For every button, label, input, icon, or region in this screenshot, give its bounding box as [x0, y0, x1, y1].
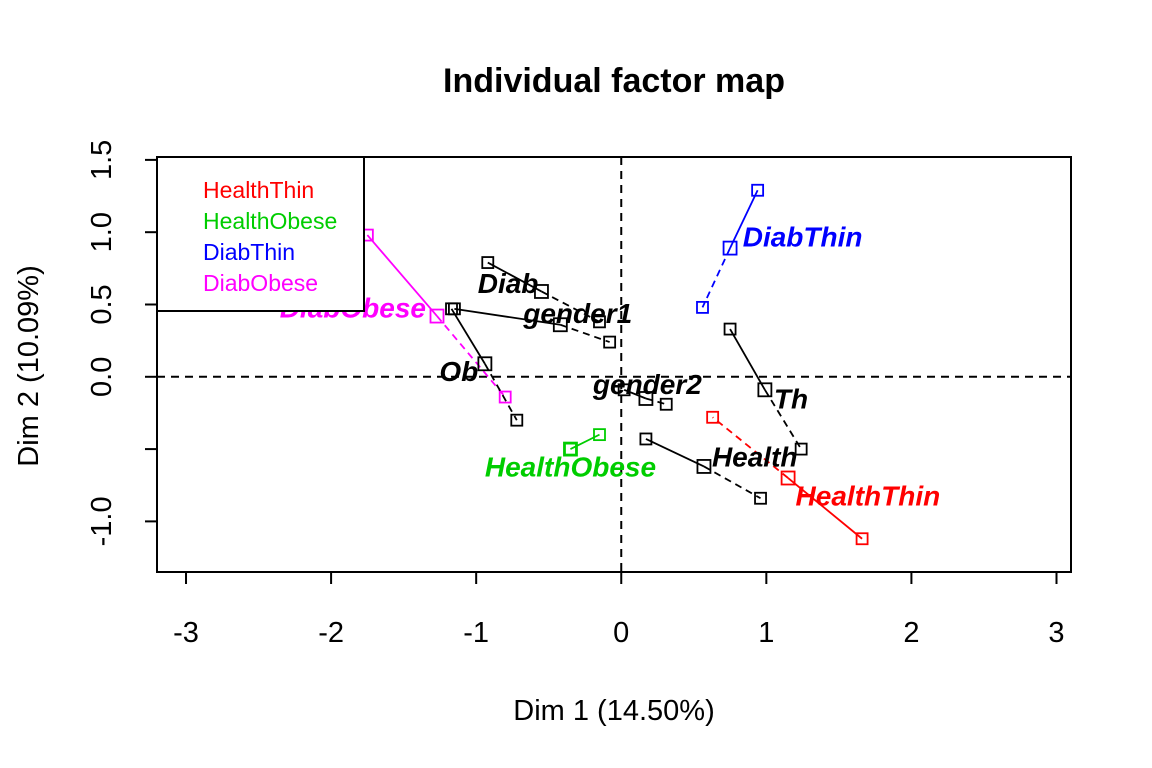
partial-point-marker: [639, 432, 653, 446]
legend: HealthThin HealthObese DiabThin DiabObese: [156, 156, 365, 312]
category-point-marker: [477, 356, 493, 372]
partial-link-line: [487, 261, 542, 293]
partial-point-marker: [794, 442, 808, 456]
partial-point-marker: [617, 383, 631, 397]
y-tick-label: -1.0: [86, 496, 118, 546]
partial-link-line: [560, 323, 610, 343]
category-point-label: Health: [712, 441, 798, 472]
x-tick-label: -1: [463, 617, 489, 649]
x-tick-label: 0: [613, 617, 629, 649]
partial-link-line: [541, 290, 600, 323]
partial-link-line: [645, 397, 667, 406]
partial-link-line: [787, 477, 863, 540]
partial-link-line: [729, 328, 766, 391]
partial-point-marker: [706, 410, 720, 424]
plot-area: -3 -2 -1 0 1 2 3-1.00.00.51.01.5HealthThinHeal…: [86, 140, 1072, 649]
partial-link-line: [436, 315, 506, 398]
category-point-marker: [757, 382, 773, 398]
category-point-label: DiabThin: [743, 222, 863, 253]
x-axis-label: Dim 1 (14.50%): [513, 695, 714, 727]
legend-entry-label: DiabThin: [203, 239, 295, 265]
category-point-marker: [429, 308, 445, 324]
partial-point-marker: [510, 413, 524, 427]
y-axis-label: Dim 2 (10.09%): [13, 265, 45, 466]
category-point-marker: [638, 391, 654, 406]
category-point-marker: [534, 284, 549, 299]
x-tick-label: -3: [173, 617, 199, 649]
partial-point-marker: [754, 491, 767, 505]
partial-point-marker: [481, 256, 495, 269]
partial-point-marker: [593, 315, 606, 329]
category-point-marker: [722, 240, 738, 256]
category-point-label: Ob: [439, 356, 478, 387]
y-tick-label: 0.5: [86, 284, 118, 324]
y-tick-label: 1.5: [86, 140, 118, 180]
x-tick-label: 1: [758, 617, 774, 649]
partial-point-marker: [445, 302, 458, 316]
legend-entry-label: HealthThin: [203, 177, 314, 203]
partial-link-line: [645, 438, 705, 468]
partial-link-line: [701, 247, 731, 308]
x-tick-label: 3: [1048, 617, 1064, 649]
category-point-label: Diab: [478, 268, 539, 299]
partial-link-line: [703, 465, 761, 500]
legend-box: [156, 156, 365, 312]
chart-title: Individual factor map: [443, 62, 785, 100]
partial-point-marker: [564, 442, 577, 456]
partial-point-marker: [751, 183, 765, 197]
partial-link-line: [366, 234, 438, 317]
partial-link-line: [729, 189, 759, 249]
partial-link-line: [454, 307, 561, 326]
partial-link-line: [712, 416, 789, 479]
x-tick-label: 2: [903, 617, 919, 649]
partial-link-line: [484, 363, 518, 421]
category-point-label: gender2: [592, 369, 702, 400]
category-point-label: gender1: [522, 298, 632, 329]
category-point-marker: [563, 441, 578, 457]
y-tick-label: 0.0: [86, 357, 118, 397]
category-point-marker: [696, 459, 712, 474]
plot-frame: [156, 156, 1072, 573]
partial-point-marker: [593, 428, 606, 442]
category-point-label: HealthThin: [796, 480, 941, 511]
partial-point-marker: [855, 532, 869, 546]
partial-link-line: [623, 388, 647, 400]
partial-point-marker: [603, 335, 617, 349]
x-tick-label: -2: [318, 617, 344, 649]
category-point-label: HealthObese: [485, 451, 656, 482]
legend-entry-label: DiabObese: [203, 270, 318, 296]
partial-link-line: [450, 308, 486, 365]
category-point-marker: [780, 470, 796, 486]
category-point-label: Th: [774, 383, 808, 414]
category-point-marker: [552, 317, 568, 333]
partial-point-marker: [723, 322, 737, 336]
partial-point-marker: [498, 390, 512, 404]
partial-point-marker: [659, 397, 673, 411]
partial-point-marker: [696, 300, 709, 314]
legend-entry-label: HealthObese: [203, 208, 337, 234]
y-tick-label: 1.0: [86, 212, 118, 252]
